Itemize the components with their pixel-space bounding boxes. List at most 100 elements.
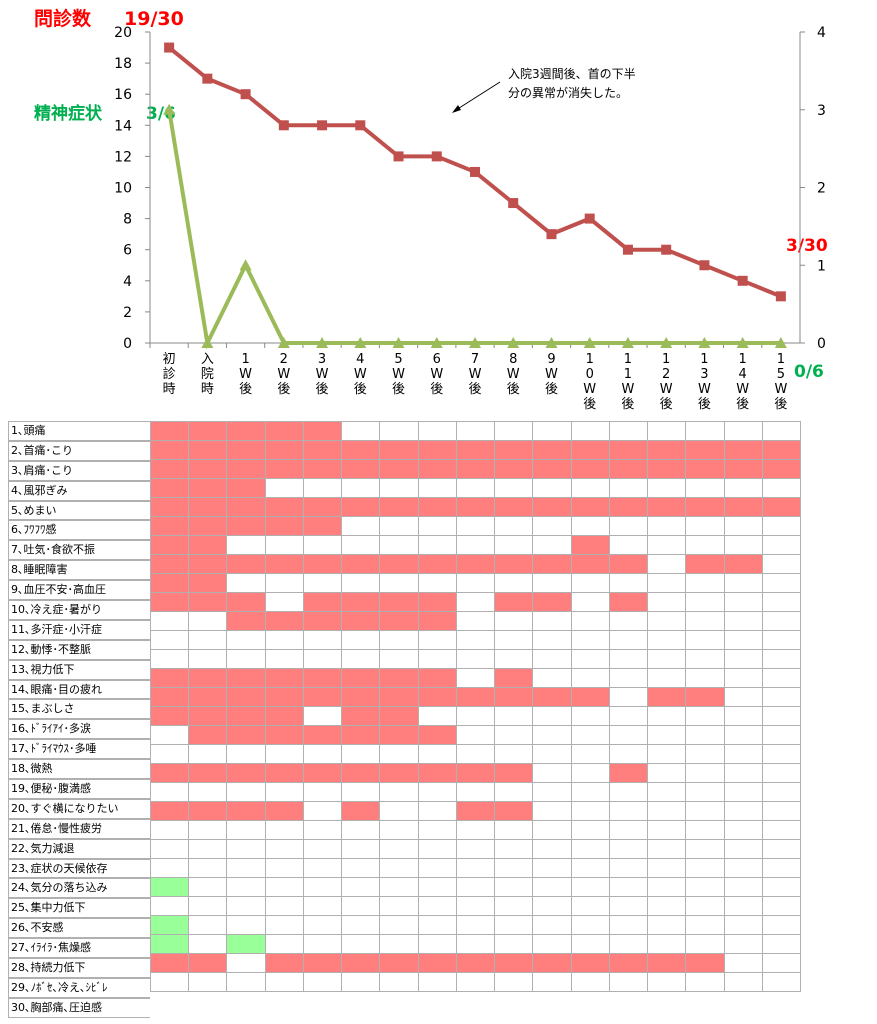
x-tick-label: W <box>545 367 558 382</box>
table-cell <box>761 421 801 441</box>
table-cell <box>570 516 610 536</box>
table-cell <box>379 516 419 536</box>
x-tick-label: W <box>430 367 443 382</box>
data-point-green <box>698 337 711 348</box>
table-cell <box>532 440 572 460</box>
table-cell <box>685 573 725 593</box>
table-cell <box>494 573 534 593</box>
table-cell <box>341 687 381 707</box>
table-cell <box>570 668 610 688</box>
table-cell <box>761 839 801 859</box>
table-cell <box>647 839 687 859</box>
table-cell <box>608 934 649 954</box>
table-cell <box>494 554 534 574</box>
table-cell <box>341 763 381 783</box>
table-cell <box>188 497 228 517</box>
table-cell <box>188 782 228 802</box>
table-row <box>149 877 801 897</box>
table-cell <box>647 421 687 441</box>
table-cell <box>761 687 801 707</box>
table-cell <box>302 535 343 555</box>
table-cell <box>723 478 763 498</box>
table-cell <box>761 516 801 536</box>
x-tick-label: 後 <box>468 382 481 397</box>
table-cell <box>685 934 725 954</box>
table-cell <box>455 459 496 479</box>
table-cell <box>494 858 534 878</box>
table-cell <box>149 744 190 764</box>
table-cell <box>226 877 266 897</box>
table-cell <box>532 858 572 878</box>
table-cell <box>417 478 457 498</box>
table-cell <box>685 953 725 973</box>
table-cell <box>341 858 381 878</box>
table-cell <box>188 953 228 973</box>
table-cell <box>302 668 343 688</box>
table-cell <box>761 497 801 517</box>
table-cell <box>494 706 534 726</box>
symptom-label: 23､症状の天候依存 <box>8 858 150 879</box>
x-tick-label: 後 <box>392 382 405 397</box>
table-cell <box>341 706 381 726</box>
table-cell <box>226 630 266 650</box>
table-cell <box>264 763 304 783</box>
table-cell <box>685 649 725 669</box>
table-row <box>149 554 801 574</box>
table-cell <box>647 801 687 821</box>
table-cell <box>264 706 304 726</box>
table-cell <box>264 896 304 916</box>
table-row <box>149 421 801 441</box>
x-tick-label: 1 <box>586 352 594 367</box>
y-left-tick-label: 8 <box>123 212 132 228</box>
table-cell <box>494 725 534 745</box>
table-cell <box>302 554 343 574</box>
table-cell <box>379 668 419 688</box>
table-cell <box>149 706 190 726</box>
table-row <box>149 820 801 840</box>
table-row <box>149 459 801 479</box>
table-cell <box>302 725 343 745</box>
table-cell <box>494 687 534 707</box>
table-cell <box>685 801 725 821</box>
series-lines <box>167 45 782 350</box>
table-cell <box>302 440 343 460</box>
x-tick-label: 後 <box>660 397 673 412</box>
table-cell <box>226 440 266 460</box>
data-point-red <box>202 73 213 84</box>
table-cell <box>455 934 496 954</box>
table-cell <box>264 630 304 650</box>
table-cell <box>608 497 649 517</box>
table-cell <box>608 763 649 783</box>
table-cell <box>188 896 228 916</box>
table-cell <box>302 592 343 612</box>
table-cell <box>149 497 190 517</box>
table-cell <box>149 896 190 916</box>
symptom-label: 10､冷え症･暑がり <box>8 600 150 620</box>
table-cell <box>570 744 610 764</box>
table-cell <box>608 744 649 764</box>
table-cell <box>685 782 725 802</box>
table-cell <box>685 877 725 897</box>
table-cell <box>379 573 419 593</box>
y-left-tick-label: 0 <box>123 336 132 352</box>
table-cell <box>494 782 534 802</box>
table-row <box>149 858 801 878</box>
table-cell <box>417 934 457 954</box>
table-cell <box>417 611 457 631</box>
table-cell <box>647 630 687 650</box>
table-row <box>149 915 801 935</box>
table-cell <box>494 839 534 859</box>
table-cell <box>264 725 304 745</box>
table-cell <box>417 801 457 821</box>
table-cell <box>570 801 610 821</box>
table-cell <box>379 649 419 669</box>
table-cell <box>647 668 687 688</box>
symptom-label: 30､胸部痛､圧迫感 <box>8 997 150 1018</box>
table-cell <box>226 421 266 441</box>
table-cell <box>188 630 228 650</box>
table-cell <box>226 801 266 821</box>
x-tick-label: 9 <box>547 352 555 367</box>
table-cell <box>264 592 304 612</box>
table-cell <box>149 668 190 688</box>
table-cell <box>532 877 572 897</box>
